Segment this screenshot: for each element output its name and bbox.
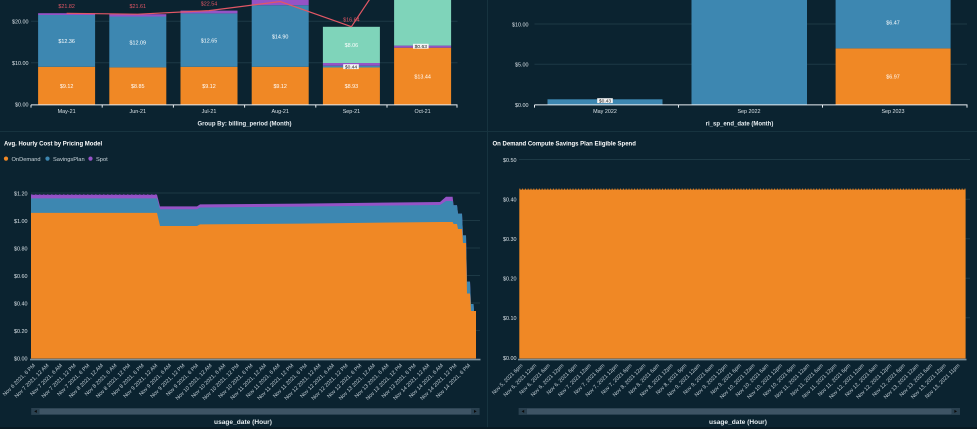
svg-text:$0.00: $0.00 [15, 102, 29, 108]
svg-text:$0.00: $0.00 [14, 356, 28, 362]
svg-text:Group By: billing_period (Mont: Group By: billing_period (Month) [198, 121, 292, 127]
svg-text:$1.00: $1.00 [14, 219, 28, 225]
svg-text:OnDemand: OnDemand [12, 157, 41, 163]
svg-text:Aug-21: Aug-21 [272, 109, 289, 115]
svg-text:$8.85: $8.85 [131, 84, 145, 90]
svg-text:$9.12: $9.12 [202, 84, 216, 90]
svg-text:Oct-21: Oct-21 [415, 109, 431, 115]
svg-text:$9.12: $9.12 [60, 84, 74, 90]
svg-text:$8.06: $8.06 [345, 43, 359, 49]
svg-text:$0.00: $0.00 [503, 356, 517, 362]
svg-text:$10.00: $10.00 [12, 61, 29, 67]
svg-text:$0.00: $0.00 [515, 103, 529, 109]
svg-text:$1.20: $1.20 [14, 191, 28, 197]
svg-text:$6.97: $6.97 [886, 75, 900, 81]
svg-text:May-21: May-21 [58, 109, 76, 115]
svg-text:$8.93: $8.93 [345, 84, 359, 90]
svg-text:$9.12: $9.12 [273, 84, 287, 90]
svg-text:Sep 2022: Sep 2022 [737, 109, 760, 115]
svg-text:$0.20: $0.20 [503, 277, 517, 283]
svg-text:May 2022: May 2022 [593, 109, 617, 115]
svg-text:$16.64: $16.64 [343, 17, 360, 23]
svg-text:$0.30: $0.30 [503, 237, 517, 243]
svg-text:$5.00: $5.00 [515, 63, 529, 69]
svg-text:usage_date (Hour): usage_date (Hour) [709, 419, 767, 426]
svg-text:$0.80: $0.80 [14, 246, 28, 252]
svg-text:$0.44: $0.44 [345, 64, 358, 70]
svg-text:$6.47: $6.47 [886, 20, 900, 26]
svg-text:$12.09: $12.09 [130, 40, 147, 46]
svg-text:$21.61: $21.61 [130, 4, 147, 10]
svg-text:$0.40: $0.40 [14, 301, 28, 307]
svg-text:Jul-21: Jul-21 [202, 109, 217, 115]
svg-text:SavingsPlan: SavingsPlan [53, 157, 85, 163]
svg-text:Avg. Hourly Cost by Pricing Mo: Avg. Hourly Cost by Pricing Model [4, 142, 102, 148]
svg-text:$12.65: $12.65 [201, 38, 218, 44]
svg-text:$0.50: $0.50 [503, 158, 517, 164]
svg-text:$0.40: $0.40 [503, 198, 517, 204]
svg-text:$21.82: $21.82 [58, 4, 75, 10]
svg-text:Spot: Spot [96, 157, 108, 163]
svg-text:$0.63: $0.63 [415, 44, 428, 50]
svg-text:$12.36: $12.36 [58, 39, 75, 45]
svg-text:$13.44: $13.44 [414, 74, 431, 80]
svg-text:On Demand Compute Savings Plan: On Demand Compute Savings Plan Eligible … [493, 142, 637, 148]
svg-text:$0.20: $0.20 [14, 329, 28, 335]
svg-text:$10.00: $10.00 [512, 22, 529, 28]
svg-text:$0.10: $0.10 [503, 316, 517, 322]
svg-text:Sep-21: Sep-21 [343, 109, 360, 115]
svg-text:$22.54: $22.54 [201, 2, 218, 8]
svg-text:$20.00: $20.00 [12, 20, 29, 26]
svg-text:$0.43: $0.43 [599, 98, 612, 104]
svg-text:usage_date (Hour): usage_date (Hour) [214, 419, 272, 426]
svg-text:ri_sp_end_date (Month): ri_sp_end_date (Month) [706, 121, 774, 127]
svg-text:$14.90: $14.90 [272, 34, 289, 40]
svg-text:Jun-21: Jun-21 [130, 109, 146, 115]
svg-text:$0.60: $0.60 [14, 274, 28, 280]
svg-text:Sep 2023: Sep 2023 [881, 109, 904, 115]
